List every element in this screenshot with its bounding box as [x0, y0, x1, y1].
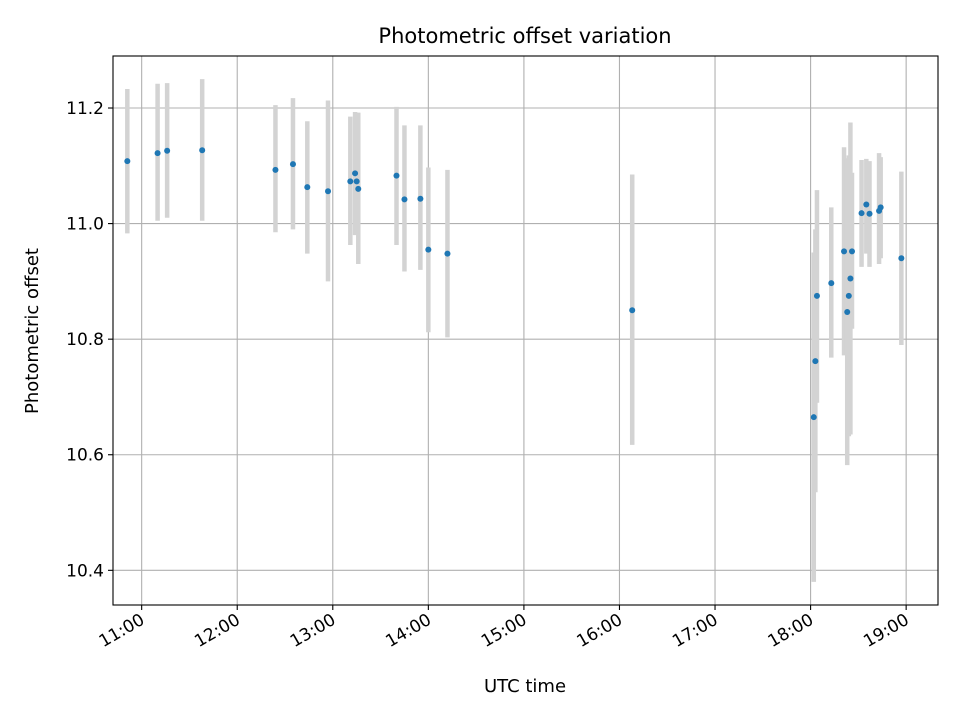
data-point	[347, 178, 354, 185]
data-point	[352, 170, 359, 177]
data-point	[355, 185, 362, 192]
y-axis-label: Photometric offset	[22, 248, 43, 414]
data-point	[813, 292, 820, 299]
data-point	[845, 292, 852, 299]
data-point	[848, 248, 855, 255]
data-point	[272, 166, 279, 173]
data-point	[124, 158, 131, 165]
data-point	[812, 358, 819, 365]
data-points	[124, 147, 905, 421]
data-point	[304, 184, 311, 191]
y-tick-label: 10.4	[66, 561, 104, 581]
y-axis-ticks: 10.4 10.6 10.8 11.0 11.2	[66, 99, 113, 581]
data-point	[154, 150, 161, 157]
y-tick-label: 11.2	[66, 99, 104, 119]
y-tick-label: 10.6	[66, 446, 104, 466]
data-point	[629, 307, 636, 314]
data-point	[289, 161, 296, 168]
data-point	[417, 195, 424, 202]
data-point	[199, 147, 206, 154]
data-point	[877, 204, 884, 211]
x-axis-label: UTC time	[484, 676, 566, 697]
chart-title: Photometric offset variation	[378, 24, 671, 48]
data-point	[866, 210, 873, 217]
data-point	[863, 201, 870, 208]
data-point	[325, 188, 332, 195]
data-point	[858, 210, 865, 217]
data-point	[898, 255, 905, 262]
data-point	[810, 414, 817, 421]
grid-lines	[113, 56, 938, 605]
data-point	[844, 309, 851, 316]
data-point	[164, 147, 171, 154]
data-point	[828, 280, 835, 287]
data-point	[841, 248, 848, 255]
data-point	[444, 250, 451, 257]
data-point	[425, 246, 432, 253]
y-tick-label: 10.8	[66, 330, 104, 350]
axes-frame	[112, 55, 939, 606]
data-point	[401, 196, 408, 203]
data-point	[393, 172, 400, 179]
data-point	[353, 178, 360, 185]
data-point	[847, 275, 854, 282]
y-tick-label: 11.0	[66, 215, 104, 235]
